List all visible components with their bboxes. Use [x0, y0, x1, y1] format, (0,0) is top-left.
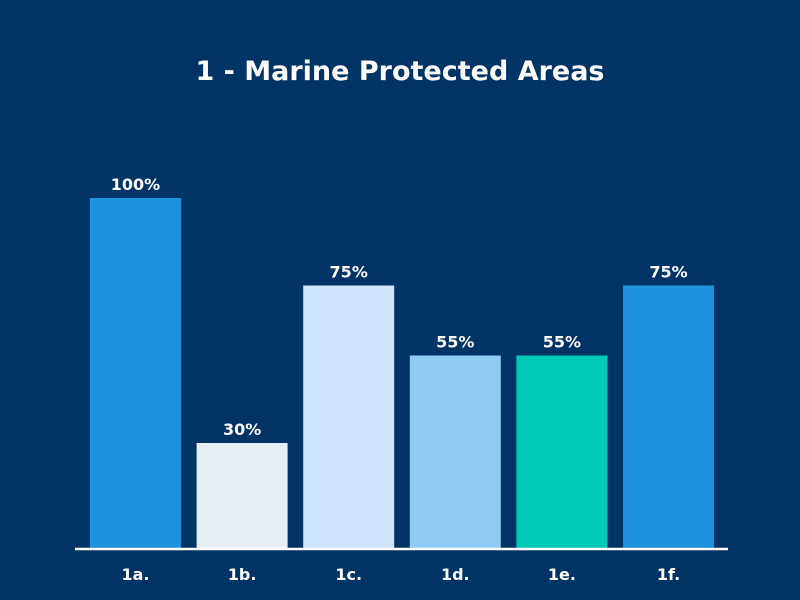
- bar-1f: [623, 285, 714, 548]
- x-tick-label: 1d.: [441, 565, 470, 584]
- data-labels-group: 100% 30% 75% 55% 55% 75%: [111, 175, 688, 439]
- data-label: 30%: [223, 420, 261, 439]
- data-label: 100%: [111, 175, 160, 194]
- bar-1e: [516, 355, 608, 548]
- bar-1a: [90, 198, 181, 548]
- x-tick-label: 1c.: [335, 565, 362, 584]
- data-label: 75%: [330, 263, 368, 282]
- x-tick-label: 1a.: [121, 565, 149, 584]
- x-tick-label: 1e.: [548, 565, 576, 584]
- bar-1b: [196, 443, 288, 548]
- data-label: 55%: [436, 333, 474, 352]
- data-label: 55%: [543, 333, 581, 352]
- chart-title: 1 - Marine Protected Areas: [195, 56, 605, 87]
- data-label: 75%: [649, 263, 687, 282]
- x-tick-label: 1b.: [228, 565, 257, 584]
- bars-group: [90, 198, 714, 548]
- bar-1c: [303, 285, 395, 548]
- bar-1d: [409, 355, 501, 548]
- x-tick-label: 1f.: [657, 565, 680, 584]
- x-tick-labels-group: 1a. 1b. 1c. 1d. 1e. 1f.: [121, 565, 680, 584]
